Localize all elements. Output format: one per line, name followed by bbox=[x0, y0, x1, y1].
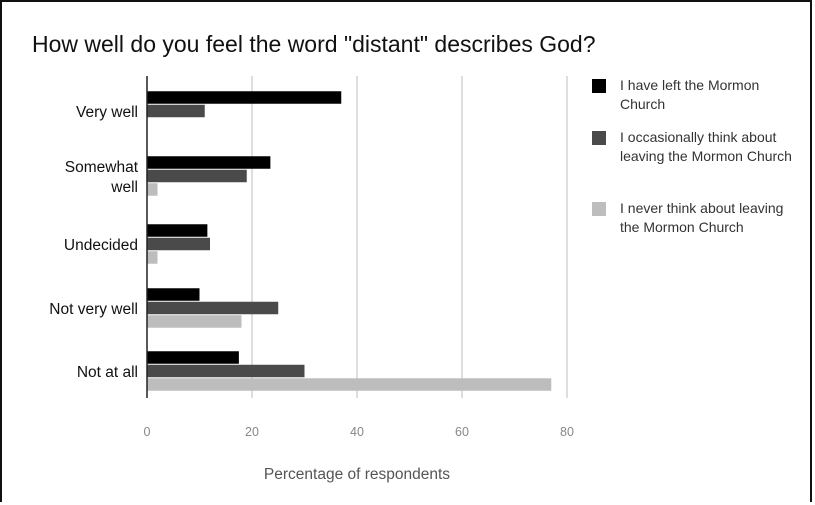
bar bbox=[147, 301, 279, 315]
bar bbox=[147, 351, 239, 364]
category-label: Somewhat well bbox=[65, 159, 139, 196]
x-axis-title: Percentage of respondents bbox=[264, 466, 450, 483]
bar bbox=[147, 183, 158, 196]
bar bbox=[147, 288, 200, 301]
legend-swatch bbox=[592, 79, 606, 93]
legend-item: I never think about leaving the Mormon C… bbox=[592, 199, 800, 237]
bar bbox=[147, 364, 305, 378]
bar bbox=[147, 156, 271, 169]
bar bbox=[147, 169, 247, 183]
bar bbox=[147, 91, 342, 104]
bar bbox=[147, 104, 205, 118]
legend-label: I occasionally think about leaving the M… bbox=[620, 129, 792, 164]
x-tick-label: 80 bbox=[560, 425, 574, 439]
category-label: Not very well bbox=[49, 301, 138, 318]
bar bbox=[147, 378, 552, 391]
legend-swatch bbox=[592, 131, 606, 145]
bar bbox=[147, 315, 242, 328]
legend-label: I never think about leaving the Mormon C… bbox=[620, 200, 784, 235]
x-tick-label: 20 bbox=[245, 425, 259, 439]
bar bbox=[147, 251, 158, 264]
x-tick-label: 40 bbox=[350, 425, 364, 439]
legend-item: I occasionally think about leaving the M… bbox=[592, 128, 800, 166]
category-label: Undecided bbox=[64, 237, 138, 254]
x-tick-label: 0 bbox=[144, 425, 151, 439]
legend-item: I have left the Mormon Church bbox=[592, 76, 800, 114]
category-label: Very well bbox=[76, 104, 138, 121]
category-label: Not at all bbox=[77, 364, 138, 381]
bar bbox=[147, 224, 208, 237]
x-tick-label: 60 bbox=[455, 425, 469, 439]
bar bbox=[147, 237, 210, 251]
legend-label: I have left the Mormon Church bbox=[620, 77, 760, 112]
chart-title: How well do you feel the word "distant" … bbox=[32, 31, 596, 57]
legend-swatch bbox=[592, 202, 606, 216]
